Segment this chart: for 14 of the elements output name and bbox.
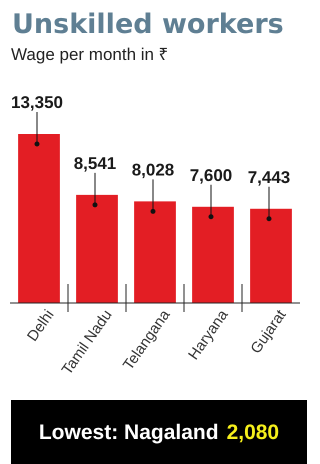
bar: [76, 194, 118, 303]
data-label: 7,443: [248, 168, 290, 187]
data-label: 8,028: [132, 160, 174, 180]
chart-subtitle: Wage per month in ₹: [11, 45, 169, 64]
text: Lowest: Nagaland: [38, 421, 219, 444]
data-label: 13,350: [11, 93, 63, 112]
data-label: 8,541: [74, 154, 116, 173]
bar: [250, 208, 292, 303]
bar: [192, 206, 234, 303]
bar: [18, 134, 60, 303]
text: 2,080: [226, 421, 280, 444]
chart-title: Unskilled workers: [12, 9, 284, 40]
bar: [134, 201, 176, 303]
data-label: 7,600: [190, 166, 232, 185]
